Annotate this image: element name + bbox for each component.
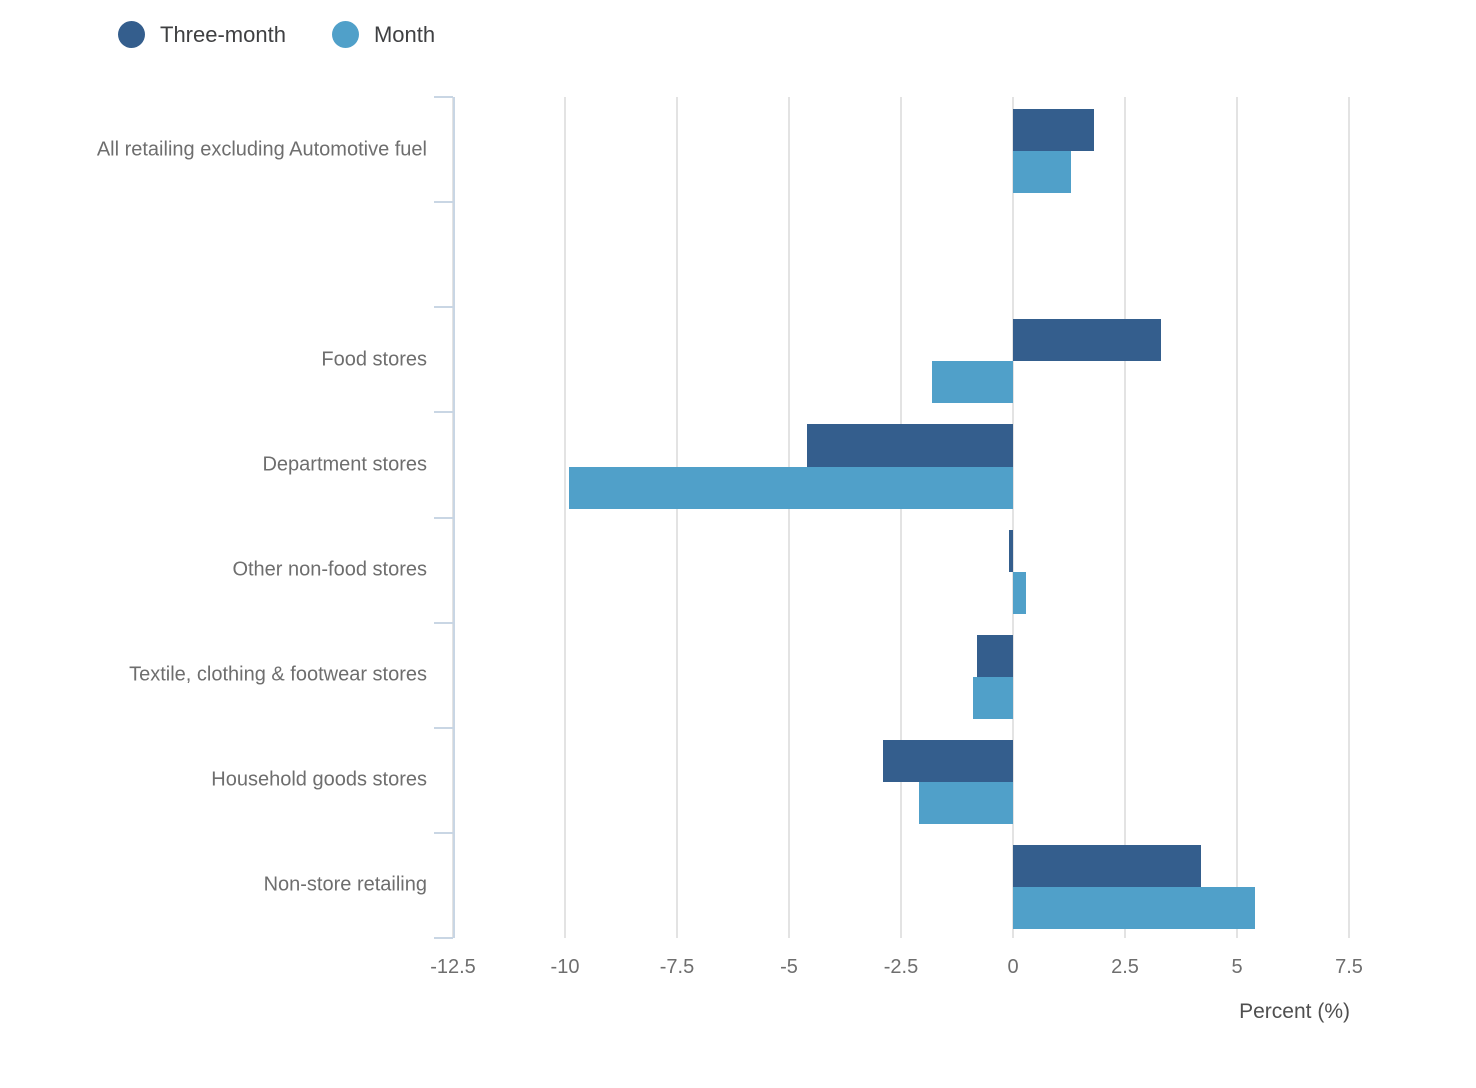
x-tick-label: 2.5 — [1111, 956, 1139, 978]
x-tick-label: 0 — [1007, 956, 1019, 978]
category-label-non-store-retailing: Non-store retailing — [263, 873, 427, 896]
bar-three-month-department-stores — [806, 424, 1013, 467]
bar-three-month-food-stores — [1013, 319, 1161, 362]
bar-month-textile-clothing-footwear-stores — [972, 676, 1013, 719]
gridline — [787, 97, 790, 938]
x-axis-title: Percent (%) — [1239, 1000, 1350, 1023]
x-tick-label: 7.5 — [1335, 956, 1363, 978]
y-axis-tick — [434, 411, 453, 414]
bar-month-other-non-food-stores — [1013, 571, 1027, 614]
gridline — [1123, 97, 1126, 938]
legend-label-month: Month — [373, 21, 436, 47]
x-tick-label: -12.5 — [430, 956, 476, 978]
bar-month-non-store-retailing — [1013, 887, 1255, 930]
category-label-other-non-food-stores: Other non-food stores — [232, 558, 427, 581]
gridline — [1236, 97, 1238, 938]
y-axis-tick — [434, 831, 453, 834]
y-axis-tick — [434, 726, 453, 729]
bar-month-food-stores — [932, 361, 1013, 404]
gridline — [563, 97, 566, 938]
plot-area — [434, 96, 1461, 939]
bar-month-department-stores — [569, 466, 1013, 509]
x-tick-label: -10 — [550, 956, 580, 978]
gridline — [1347, 97, 1350, 938]
y-axis-tick — [434, 516, 453, 519]
legend-label-three-month: Three-month — [160, 21, 286, 47]
category-label-food-stores: Food stores — [321, 348, 427, 371]
legend: Three-month Month — [118, 21, 435, 48]
bar-three-month-all-retailing-excluding-automotive-fuel — [1013, 109, 1094, 152]
y-axis-tick — [434, 621, 453, 624]
category-label-all-retailing-excluding-automotive-fuel: All retailing excluding Automotive fuel — [96, 138, 427, 161]
category-label-household-goods-stores: Household goods stores — [211, 768, 427, 791]
legend-dot-three-month-icon — [118, 21, 145, 48]
legend-item-month: Month — [331, 21, 436, 48]
bar-month-all-retailing-excluding-automotive-fuel — [1013, 151, 1072, 194]
legend-dot-month-icon — [331, 21, 359, 48]
bar-month-household-goods-stores — [918, 781, 1013, 824]
x-tick-label: -5 — [780, 956, 798, 978]
bar-three-month-non-store-retailing — [1013, 844, 1202, 887]
x-tick-label: 5 — [1231, 956, 1243, 978]
y-axis-tick — [434, 306, 453, 309]
y-axis-tick — [434, 96, 453, 98]
bar-three-month-other-non-food-stores — [1008, 529, 1013, 572]
y-axis-line — [453, 97, 455, 938]
gridline — [675, 97, 678, 938]
category-label-textile-clothing-footwear-stores: Textile, clothing & footwear stores — [129, 663, 427, 686]
gridline — [1012, 97, 1014, 938]
legend-item-three-month: Three-month — [118, 21, 286, 48]
bar-three-month-textile-clothing-footwear-stores — [977, 634, 1013, 677]
x-tick-label: -7.5 — [659, 956, 695, 978]
gridline — [899, 97, 902, 938]
x-tick-label: -2.5 — [883, 956, 919, 978]
y-axis-tick — [434, 937, 453, 939]
category-label-department-stores: Department stores — [262, 453, 427, 476]
bar-three-month-household-goods-stores — [883, 739, 1013, 782]
y-axis-tick — [434, 201, 453, 204]
